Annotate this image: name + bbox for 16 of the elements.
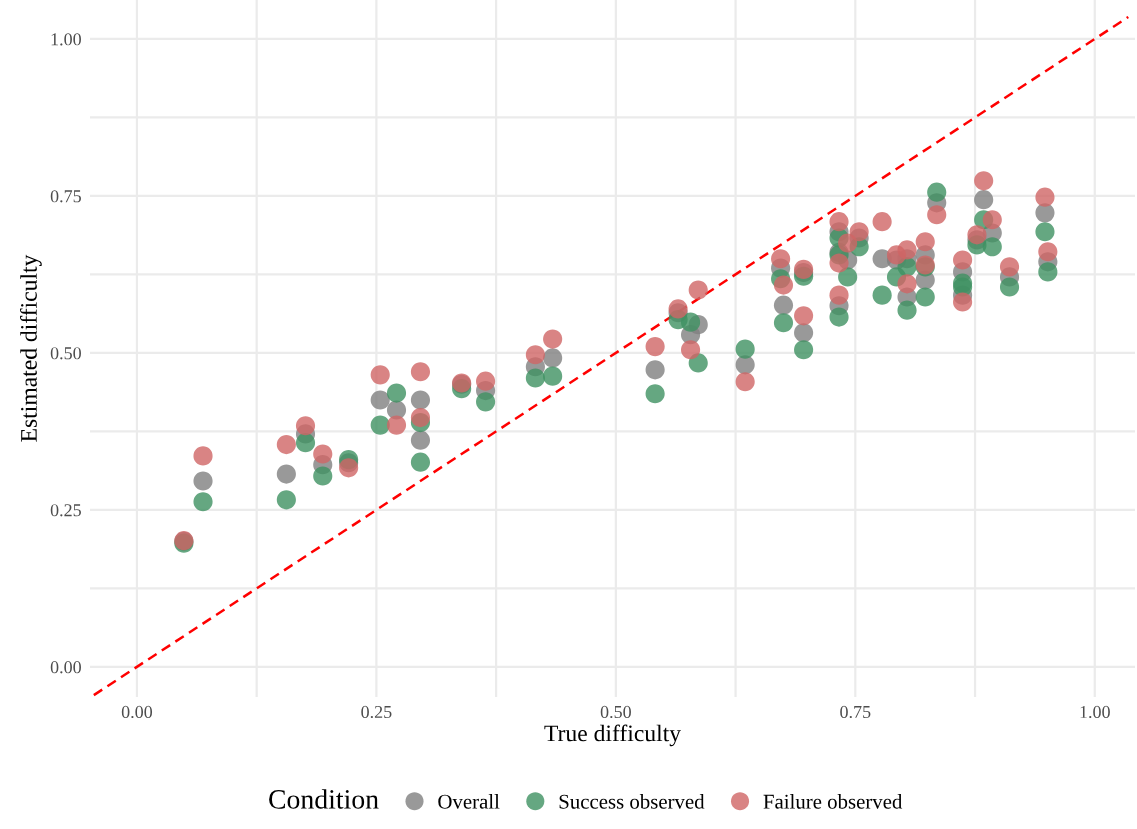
y-tick-label: 0.25 xyxy=(50,504,81,517)
y-axis-title: Estimated difficulty xyxy=(20,254,42,442)
x-axis-title: True difficulty xyxy=(544,724,681,747)
y-tick-label: 0.75 xyxy=(50,190,81,203)
y-tick-label: 0.00 xyxy=(50,661,81,674)
legend-label: Failure observed xyxy=(763,794,903,809)
x-tick-label: 0.75 xyxy=(840,705,871,719)
legend-label: Overall xyxy=(438,794,500,809)
y-tick-label: 0.50 xyxy=(50,347,81,360)
x-tick-label: 0.00 xyxy=(121,705,153,719)
x-tick-label: 0.50 xyxy=(600,705,631,719)
legend-label: Success observed xyxy=(559,794,705,809)
x-tick-label: 1.00 xyxy=(1080,705,1110,719)
x-tick-label: 0.25 xyxy=(361,705,392,719)
legend-title: Condition xyxy=(269,789,379,809)
y-tick-label: 1.00 xyxy=(51,33,81,46)
